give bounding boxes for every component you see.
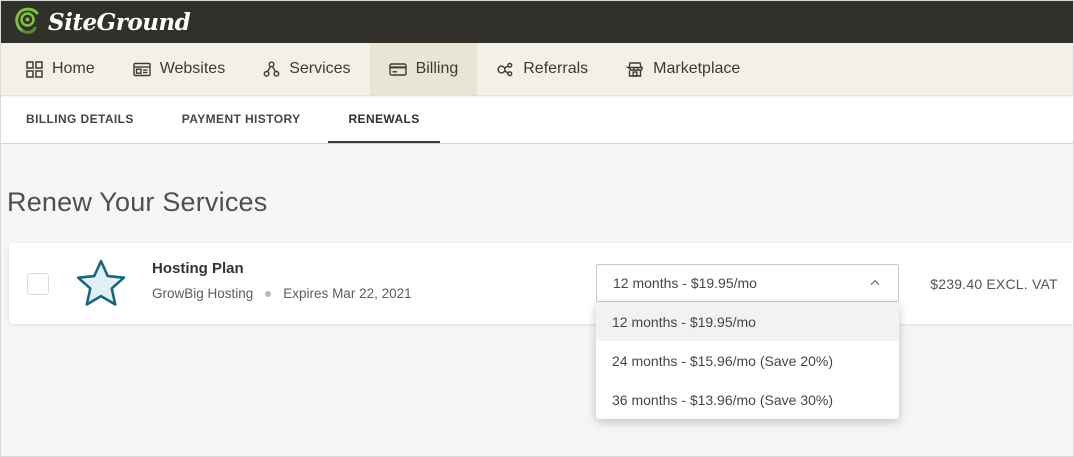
option-label: 36 months - $13.96/mo (Save 30%) [612, 391, 834, 408]
marketplace-icon [626, 61, 644, 78]
tab-payment-history[interactable]: PAYMENT HISTORY [162, 97, 321, 143]
nav-item-services[interactable]: Services [244, 43, 369, 95]
referrals-icon [496, 61, 514, 78]
dot-separator [265, 290, 272, 297]
tab-billing-details[interactable]: BILLING DETAILS [6, 97, 154, 143]
period-option-12-months[interactable]: 12 months - $19.95/mo [596, 302, 899, 341]
renewal-price: $239.40 EXCL. VAT [930, 275, 1058, 292]
tab-label: BILLING DETAILS [26, 112, 134, 126]
option-label: 24 months - $15.96/mo (Save 20%) [612, 352, 834, 369]
nav-item-label: Billing [415, 60, 459, 77]
nav-item-label: Services [289, 60, 351, 77]
billing-icon [388, 61, 407, 78]
billing-sub-nav: BILLING DETAILS PAYMENT HISTORY RENEWALS [1, 97, 1073, 144]
nav-item-label: Websites [159, 60, 226, 77]
siteground-logo-text: SiteGround [48, 8, 191, 36]
plan-name: Hosting Plan [152, 260, 244, 277]
tab-label: RENEWALS [348, 112, 420, 126]
nav-item-websites[interactable]: Websites [114, 43, 245, 95]
renewal-row: Hosting Plan GrowBig Hosting Expires Mar… [9, 243, 1073, 324]
app-header: SiteGround [1, 1, 1073, 43]
chevron-up-icon [868, 276, 882, 290]
nav-item-label: Home [52, 60, 95, 77]
period-select-menu: 12 months - $19.95/mo 24 months - $15.96… [596, 302, 899, 419]
tab-label: PAYMENT HISTORY [181, 112, 301, 126]
page-title: Renew Your Services [7, 187, 268, 217]
services-icon [263, 60, 280, 78]
home-icon [26, 60, 43, 78]
renewal-period-select[interactable]: 12 months - $19.95/mo [596, 264, 899, 302]
plan-type: GrowBig Hosting [152, 286, 254, 301]
plan-star-icon [73, 254, 129, 314]
nav-item-home[interactable]: Home [7, 43, 114, 95]
selected-period: 12 months - $19.95/mo [613, 275, 757, 291]
nav-item-referrals[interactable]: Referrals [477, 43, 607, 95]
period-option-24-months[interactable]: 24 months - $15.96/mo (Save 20%) [596, 341, 899, 380]
siteground-logo-icon [11, 5, 45, 39]
nav-item-label: Marketplace [653, 60, 741, 77]
plan-subtitle: GrowBig Hosting Expires Mar 22, 2021 [152, 286, 412, 301]
plan-expiry: Expires Mar 22, 2021 [283, 286, 412, 301]
period-option-36-months[interactable]: 36 months - $13.96/mo (Save 30%) [596, 380, 899, 419]
renewal-checkbox[interactable] [27, 273, 49, 295]
siteground-logo[interactable]: SiteGround [11, 5, 191, 39]
main-nav: Home Websites [1, 43, 1073, 96]
nav-item-billing[interactable]: Billing [369, 43, 478, 95]
websites-icon [132, 61, 151, 78]
option-label: 12 months - $19.95/mo [612, 313, 756, 330]
nav-item-label: Referrals [523, 60, 589, 77]
nav-item-marketplace[interactable]: Marketplace [607, 43, 759, 95]
tab-renewals[interactable]: RENEWALS [328, 97, 440, 143]
